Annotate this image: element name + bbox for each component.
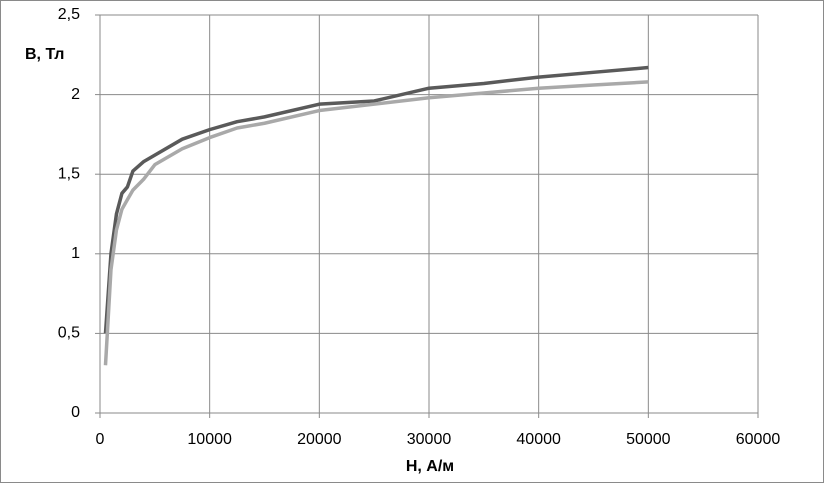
x-tick-label: 10000 xyxy=(187,431,232,448)
x-tick-label: 0 xyxy=(96,431,105,448)
series-line xyxy=(103,65,649,334)
y-tick-label: 2,5 xyxy=(58,6,80,23)
x-tick-label: 20000 xyxy=(297,431,342,448)
x-tick-label: 30000 xyxy=(407,431,452,448)
x-tick-label: 60000 xyxy=(736,431,781,448)
y-axis-label: B, Тл xyxy=(25,46,64,63)
y-tick-label: 1,5 xyxy=(58,165,80,182)
x-tick-label: 40000 xyxy=(516,431,561,448)
x-tick-label: 50000 xyxy=(626,431,671,448)
y-tick-label: 1 xyxy=(71,245,80,262)
series-line xyxy=(103,80,649,366)
x-axis-label: H, А/м xyxy=(406,458,454,475)
y-tick-label: 2 xyxy=(71,86,80,103)
y-tick-label: 0 xyxy=(71,404,80,421)
y-tick-label: 0,5 xyxy=(58,325,80,342)
